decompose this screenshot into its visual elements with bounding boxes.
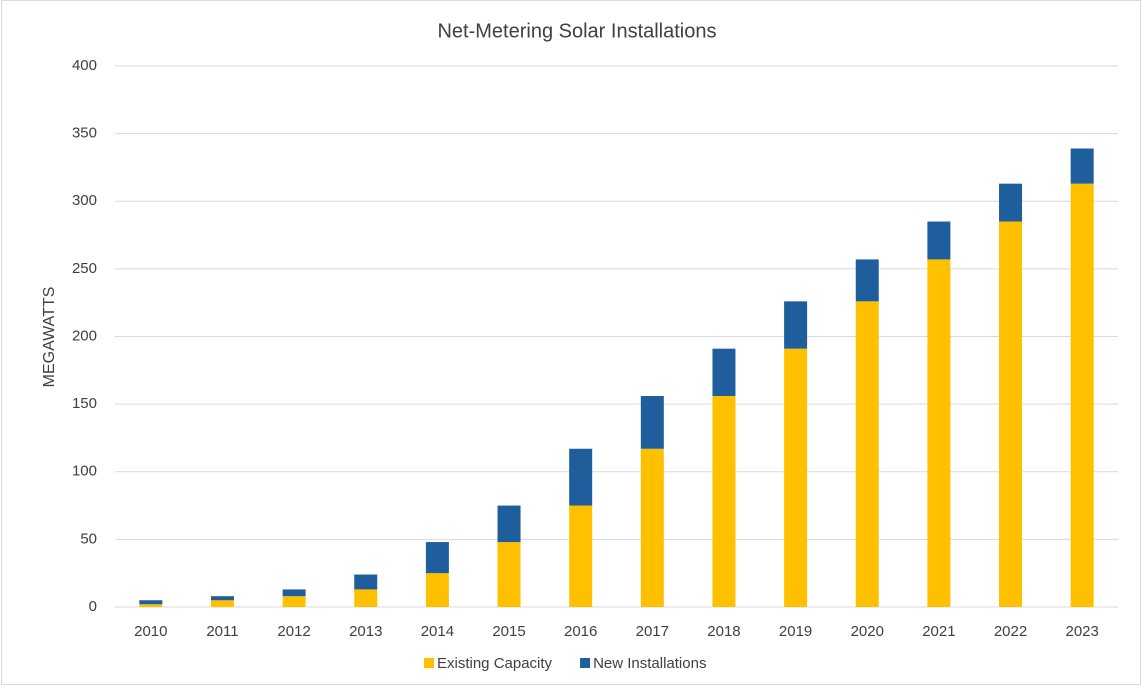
x-tick-label: 2011: [206, 623, 238, 640]
bar-segment: [497, 505, 521, 543]
y-tick-label: 50: [80, 530, 97, 547]
bar-segment: [712, 348, 736, 397]
x-tick-label: 2022: [994, 623, 1027, 640]
bar-segment: [1070, 183, 1094, 608]
bar-segment: [569, 505, 593, 607]
y-tick-label: 200: [72, 327, 97, 344]
bar-segment: [139, 600, 163, 605]
bar-segment: [640, 396, 664, 449]
bar-segment: [640, 448, 664, 607]
x-tick-label: 2015: [492, 623, 525, 640]
x-tick-label: 2012: [277, 623, 310, 640]
bar-segment: [282, 596, 306, 607]
legend-label: Existing Capacity: [437, 655, 553, 672]
bar-segment: [425, 573, 449, 607]
x-tick-label: 2016: [564, 623, 597, 640]
legend-swatch: [424, 658, 434, 668]
x-tick-label: 2019: [779, 623, 812, 640]
x-tick-label: 2020: [851, 623, 884, 640]
y-tick-label: 100: [72, 463, 97, 480]
x-tick-label: 2010: [134, 623, 167, 640]
bar-segment: [999, 183, 1023, 222]
bar-segment: [1070, 148, 1094, 184]
bar-segment: [855, 301, 879, 607]
y-tick-label: 350: [72, 125, 97, 142]
x-tick-label: 2018: [707, 623, 740, 640]
bar-segment: [569, 448, 593, 506]
y-tick-label: 150: [72, 395, 97, 412]
bar-segment: [784, 348, 808, 607]
bar-segment: [999, 221, 1023, 607]
bar-segment: [139, 604, 163, 607]
chart-title: Net-Metering Solar Installations: [437, 20, 716, 42]
bar-segment: [927, 259, 951, 607]
x-tick-label: 2014: [421, 623, 454, 640]
x-tick-label: 2013: [349, 623, 382, 640]
y-tick-label: 0: [89, 598, 97, 615]
bar-segment: [497, 542, 521, 607]
bar-segment: [210, 596, 234, 601]
legend-swatch: [580, 658, 591, 668]
y-tick-label: 300: [72, 192, 97, 209]
legend-label: New Installations: [593, 655, 706, 672]
bar-segment: [784, 301, 808, 349]
bar-segment: [210, 600, 234, 607]
bar-segment: [282, 589, 306, 597]
bar-segment: [855, 259, 879, 302]
bar-segment: [425, 542, 449, 574]
y-tick-label: 250: [72, 260, 97, 277]
bar-segment: [354, 574, 378, 590]
y-axis-label: MEGAWATTS: [41, 287, 58, 388]
bar-segment: [927, 221, 951, 260]
x-tick-label: 2023: [1065, 623, 1098, 640]
y-tick-label: 400: [72, 57, 97, 74]
bar-segment: [354, 589, 378, 607]
x-tick-label: 2017: [636, 623, 669, 640]
x-tick-label: 2021: [922, 623, 955, 640]
bar-segment: [712, 396, 736, 607]
